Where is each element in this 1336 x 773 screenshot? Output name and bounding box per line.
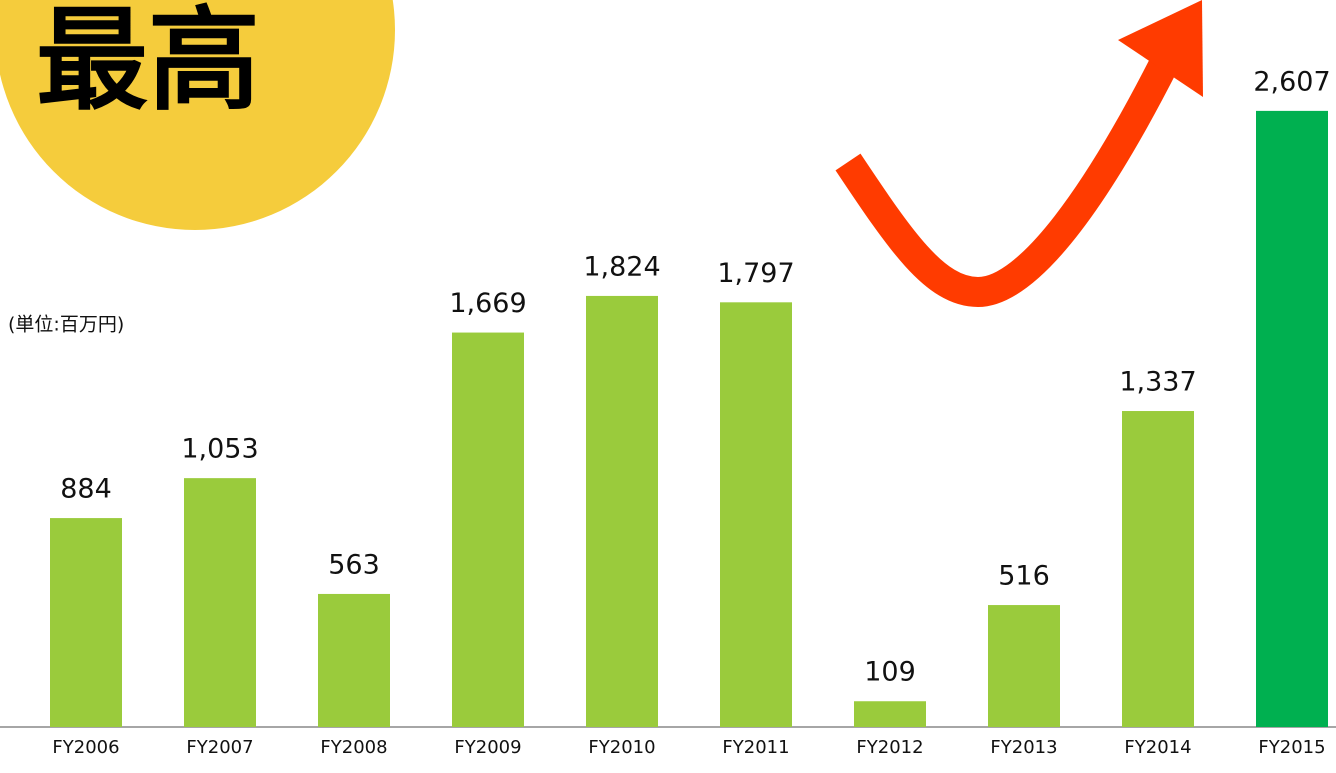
value-label: 2,607 bbox=[1253, 66, 1330, 97]
x-tick-label: FY2011 bbox=[722, 737, 789, 758]
bar bbox=[184, 478, 256, 727]
arrow-head bbox=[1118, 0, 1203, 97]
x-tick-label: FY2015 bbox=[1258, 737, 1325, 758]
bar bbox=[1256, 110, 1328, 727]
value-label: 1,797 bbox=[717, 258, 794, 289]
bar bbox=[318, 593, 390, 727]
bar bbox=[988, 605, 1060, 727]
value-label: 1,824 bbox=[583, 251, 660, 282]
bar bbox=[720, 302, 792, 727]
bar bbox=[854, 701, 926, 727]
trend-arrow bbox=[835, 55, 1179, 308]
x-tick-label: FY2013 bbox=[990, 737, 1057, 758]
x-tick-label: FY2009 bbox=[454, 737, 521, 758]
badge-circle bbox=[0, 0, 395, 230]
x-tick-label: FY2012 bbox=[856, 737, 923, 758]
value-label: 516 bbox=[998, 561, 1050, 592]
badge-text: 最高 bbox=[36, 0, 260, 126]
unit-label: (単位:百万円) bbox=[8, 314, 124, 336]
bar bbox=[452, 332, 524, 727]
value-label: 1,337 bbox=[1119, 367, 1196, 398]
value-label: 1,053 bbox=[181, 434, 258, 465]
x-tick-label: FY2006 bbox=[52, 737, 119, 758]
bar bbox=[1122, 411, 1194, 727]
value-label: 109 bbox=[864, 657, 916, 688]
x-tick-label: FY2007 bbox=[186, 737, 253, 758]
x-tick-label: FY2008 bbox=[320, 737, 387, 758]
x-tick-label: FY2014 bbox=[1124, 737, 1191, 758]
value-label: 563 bbox=[328, 549, 380, 580]
bar bbox=[50, 518, 122, 727]
value-label: 884 bbox=[60, 474, 112, 505]
value-label: 1,669 bbox=[449, 288, 526, 319]
x-tick-label: FY2010 bbox=[588, 737, 655, 758]
bar bbox=[586, 295, 658, 727]
